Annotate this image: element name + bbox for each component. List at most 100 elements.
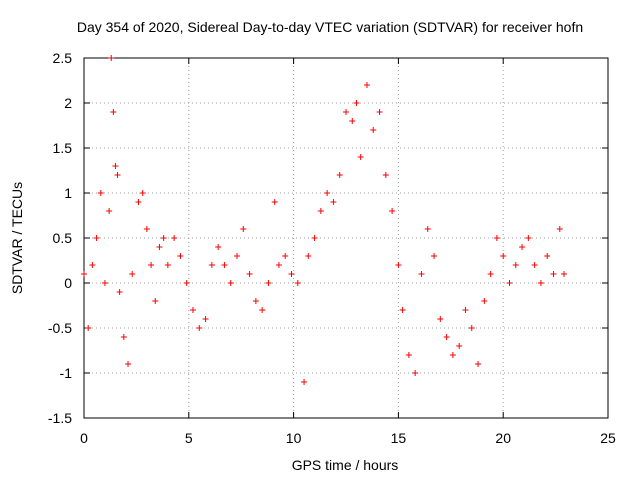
data-point (363, 82, 370, 88)
data-points (81, 55, 567, 385)
data-point (349, 118, 356, 124)
data-point (395, 262, 402, 268)
data-point (240, 226, 247, 232)
data-point (252, 298, 259, 304)
data-point (208, 262, 215, 268)
data-point (560, 271, 567, 277)
data-point (160, 235, 167, 241)
data-point (129, 271, 136, 277)
data-point (500, 253, 507, 259)
y-tick-label: 2 (64, 95, 72, 111)
x-tick-label: 10 (286, 430, 302, 446)
x-tick-label: 20 (495, 430, 511, 446)
data-point (101, 280, 108, 286)
data-point (116, 289, 123, 295)
data-point (456, 343, 463, 349)
data-point (215, 244, 222, 250)
data-point (317, 208, 324, 214)
data-point (112, 163, 119, 169)
data-point (336, 172, 343, 178)
x-tick-label: 15 (391, 430, 407, 446)
data-point (259, 307, 266, 313)
data-point (108, 55, 115, 61)
y-tick-label: 2.5 (53, 50, 73, 66)
data-point (196, 325, 203, 331)
data-point (481, 298, 488, 304)
data-point (370, 127, 377, 133)
data-point (531, 262, 538, 268)
data-point (110, 109, 117, 115)
data-point (443, 334, 450, 340)
data-point (183, 280, 190, 286)
x-axis-label: GPS time / hours (292, 457, 399, 473)
tick-labels: 0 5 10 15 20 25 -1.5 -1 -0.5 0 0.5 1 1.5 2 2.5 (48, 50, 616, 446)
data-point (475, 361, 482, 367)
data-point (139, 190, 146, 196)
y-tick-label: 1 (64, 185, 72, 201)
chart-title: Day 354 of 2020, Sidereal Day-to-day VTE… (77, 19, 583, 35)
data-point (148, 262, 155, 268)
data-point (418, 271, 425, 277)
data-point (382, 172, 389, 178)
x-tick-label: 0 (80, 430, 88, 446)
data-point (246, 271, 253, 277)
data-point (202, 316, 209, 322)
data-point (288, 271, 295, 277)
data-point (294, 280, 301, 286)
data-point (405, 352, 412, 358)
data-point (156, 244, 163, 250)
data-point (152, 298, 159, 304)
grid-lines (84, 58, 608, 418)
data-point (506, 280, 513, 286)
data-point (171, 235, 178, 241)
data-point (424, 226, 431, 232)
data-point (399, 307, 406, 313)
y-tick-label: 1.5 (53, 140, 73, 156)
y-tick-label: -1.5 (48, 410, 72, 426)
data-point (97, 190, 104, 196)
data-point (125, 361, 132, 367)
data-point (89, 262, 96, 268)
data-point (282, 253, 289, 259)
data-point (493, 235, 500, 241)
data-point (301, 379, 308, 385)
data-point (330, 199, 337, 205)
data-point (357, 154, 364, 160)
data-point (389, 208, 396, 214)
data-point (265, 280, 272, 286)
x-tick-label: 25 (600, 430, 616, 446)
data-point (93, 235, 100, 241)
data-point (449, 352, 456, 358)
data-point (353, 100, 360, 106)
y-tick-label: -0.5 (48, 320, 72, 336)
y-axis-label: SDTVAR / TECUs (9, 182, 25, 294)
data-point (271, 199, 278, 205)
data-point (556, 226, 563, 232)
data-point (525, 235, 532, 241)
data-point (221, 262, 228, 268)
data-point (227, 280, 234, 286)
data-point (462, 307, 469, 313)
data-point (114, 172, 121, 178)
plot-border (83, 57, 609, 419)
data-point (234, 253, 241, 259)
data-point (120, 334, 127, 340)
data-point (177, 253, 184, 259)
data-point (311, 235, 318, 241)
data-point (537, 280, 544, 286)
data-point (305, 253, 312, 259)
data-point (135, 199, 142, 205)
data-point (544, 253, 551, 259)
data-point (376, 109, 383, 115)
data-point (324, 190, 331, 196)
data-point (343, 109, 349, 115)
data-point (431, 253, 438, 259)
data-point (189, 307, 196, 313)
data-point (519, 244, 526, 250)
y-tick-label: -1 (60, 365, 73, 381)
data-point (106, 208, 113, 214)
data-point (275, 262, 282, 268)
data-point (468, 325, 475, 331)
data-point (81, 271, 87, 277)
